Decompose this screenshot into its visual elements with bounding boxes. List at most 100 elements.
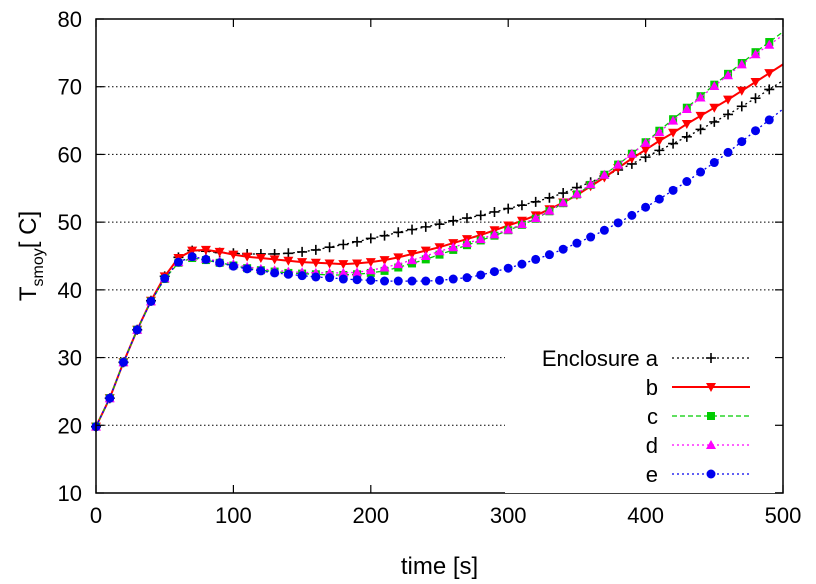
data-point-5-4 bbox=[146, 296, 156, 306]
data-point-2-44 bbox=[695, 111, 706, 121]
data-point-4-20 bbox=[365, 265, 376, 275]
data-point-5-6 bbox=[173, 257, 183, 267]
data-point-5-3 bbox=[132, 325, 142, 335]
legend-marker-2 bbox=[706, 383, 716, 392]
data-point-4-43 bbox=[681, 104, 692, 114]
data-point-5-8 bbox=[201, 254, 211, 264]
data-point-2-49 bbox=[764, 69, 775, 79]
data-point-5-36 bbox=[586, 232, 596, 242]
x-tick-label-300: 300 bbox=[490, 503, 527, 528]
data-point-1-26 bbox=[448, 215, 459, 226]
data-point-1-16 bbox=[310, 244, 321, 255]
data-point-1-42 bbox=[668, 138, 679, 149]
data-point-1-31 bbox=[516, 200, 527, 211]
data-point-1-18 bbox=[338, 239, 349, 250]
data-point-2-9 bbox=[214, 247, 225, 257]
data-point-2-43 bbox=[681, 119, 692, 129]
data-point-5-39 bbox=[627, 210, 637, 220]
data-point-4-35 bbox=[571, 188, 582, 198]
y-tick-label-60: 60 bbox=[58, 142, 82, 167]
y-tick-label-30: 30 bbox=[58, 346, 82, 371]
data-point-2-40 bbox=[640, 145, 651, 155]
data-point-5-25 bbox=[435, 275, 444, 285]
data-point-5-14 bbox=[283, 269, 293, 279]
data-point-1-30 bbox=[503, 203, 514, 214]
data-point-4-36 bbox=[585, 179, 596, 189]
axis-ticks: 10 20 30 40 50 60 70 80 0 100 200 300 400 500 bbox=[58, 7, 802, 528]
data-point-4-47 bbox=[736, 59, 747, 69]
data-point-2-10 bbox=[228, 250, 239, 260]
data-point-5-41 bbox=[654, 194, 664, 204]
data-point-1-32 bbox=[530, 196, 541, 207]
data-point-1-48 bbox=[750, 93, 761, 104]
data-point-4-29 bbox=[489, 229, 500, 239]
data-point-5-46 bbox=[723, 147, 733, 157]
data-point-4-42 bbox=[668, 115, 679, 125]
data-point-2-15 bbox=[297, 258, 308, 268]
x-tick-label-200: 200 bbox=[352, 503, 389, 528]
data-point-5-49 bbox=[764, 115, 774, 125]
data-point-2-19 bbox=[352, 259, 363, 269]
data-point-1-28 bbox=[475, 210, 486, 221]
data-point-5-35 bbox=[572, 238, 582, 248]
legend-marker-3 bbox=[707, 412, 715, 420]
series-area bbox=[91, 31, 784, 432]
data-point-5-5 bbox=[160, 273, 170, 283]
data-point-2-8 bbox=[200, 245, 211, 255]
data-point-1-15 bbox=[297, 246, 308, 257]
legend-marker-5 bbox=[706, 469, 716, 479]
y-tick-label-50: 50 bbox=[58, 210, 82, 235]
data-point-4-37 bbox=[599, 169, 610, 179]
data-point-1-22 bbox=[393, 227, 404, 238]
data-point-5-18 bbox=[338, 274, 348, 284]
data-point-4-28 bbox=[475, 234, 486, 244]
data-point-2-48 bbox=[750, 77, 761, 87]
data-point-1-25 bbox=[434, 219, 445, 230]
data-point-4-34 bbox=[558, 197, 569, 207]
data-point-5-30 bbox=[503, 263, 513, 273]
data-point-5-31 bbox=[517, 259, 527, 269]
data-point-5-24 bbox=[421, 276, 431, 286]
data-point-2-18 bbox=[338, 260, 349, 270]
data-point-4-19 bbox=[352, 267, 363, 277]
data-point-2-46 bbox=[723, 95, 734, 105]
data-point-5-48 bbox=[751, 126, 761, 136]
data-point-2-7 bbox=[187, 246, 198, 256]
y-axis-title: Tsmoy[ C] bbox=[15, 211, 47, 301]
y-tick-label-10: 10 bbox=[58, 481, 82, 506]
legend-label-5: e bbox=[646, 462, 658, 487]
data-point-1-29 bbox=[489, 206, 500, 217]
y-tick-label-80: 80 bbox=[58, 7, 82, 32]
legend-marker-4 bbox=[706, 440, 716, 449]
data-point-2-22 bbox=[393, 253, 404, 263]
x-axis-title: time [s] bbox=[401, 553, 478, 580]
data-point-4-39 bbox=[626, 148, 637, 158]
data-point-1-34 bbox=[558, 188, 569, 199]
data-point-5-28 bbox=[476, 270, 486, 280]
data-point-1-41 bbox=[654, 145, 665, 156]
plot-frame bbox=[95, 18, 784, 494]
data-point-4-46 bbox=[723, 70, 734, 80]
data-point-1-33 bbox=[544, 192, 555, 203]
data-point-2-47 bbox=[736, 86, 747, 96]
data-point-5-7 bbox=[187, 252, 197, 262]
data-point-5-45 bbox=[709, 158, 719, 168]
data-point-1-27 bbox=[461, 213, 472, 224]
data-point-1-47 bbox=[736, 101, 747, 112]
data-point-5-34 bbox=[558, 244, 568, 254]
x-tick-label-0: 0 bbox=[90, 503, 102, 528]
data-point-5-12 bbox=[256, 266, 266, 276]
data-point-1-45 bbox=[709, 116, 720, 127]
legend-marker-1 bbox=[706, 353, 716, 363]
data-point-4-33 bbox=[544, 205, 555, 215]
data-point-2-23 bbox=[407, 249, 418, 259]
data-point-1-17 bbox=[324, 242, 335, 253]
data-point-5-22 bbox=[393, 276, 403, 286]
data-point-5-9 bbox=[215, 258, 225, 268]
data-point-5-1 bbox=[105, 393, 115, 403]
data-point-2-14 bbox=[283, 256, 294, 266]
legend-label-3: c bbox=[647, 404, 658, 429]
data-point-2-12 bbox=[255, 254, 266, 264]
data-point-2-45 bbox=[709, 103, 720, 113]
